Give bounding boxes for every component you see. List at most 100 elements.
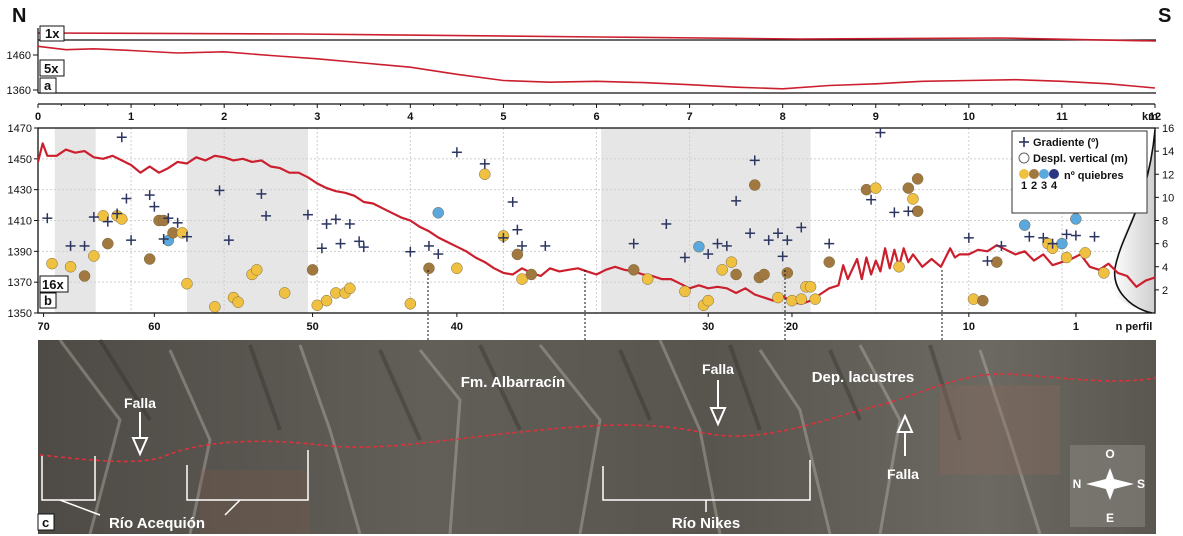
displacement-circle xyxy=(907,193,919,205)
legend-gradient-label: Gradiente (º) xyxy=(1033,137,1099,149)
displacement-circle xyxy=(1060,251,1073,264)
top-axis-label: 5 xyxy=(500,111,506,123)
south-label: S xyxy=(1158,5,1171,27)
gradient-marker xyxy=(256,188,267,199)
gradient-marker xyxy=(344,218,355,229)
gradient-marker xyxy=(172,217,183,228)
gradient-marker xyxy=(358,242,369,253)
exag-5x-label: 5x xyxy=(44,61,59,76)
top-axis-label: 10 xyxy=(963,111,975,123)
displacement-circle xyxy=(991,256,1003,268)
displacement-circle xyxy=(758,268,770,281)
gradient-marker xyxy=(1024,231,1035,242)
gradient-marker xyxy=(88,212,99,223)
displacement-circle xyxy=(911,205,924,217)
exag-16x-label: 16x xyxy=(42,277,64,292)
displacement-circle xyxy=(525,268,538,281)
displacement-circle xyxy=(102,237,114,250)
legend: Gradiente (º) Despl. vertical (m) nº qui… xyxy=(1011,130,1148,214)
gradient-marker xyxy=(889,207,900,218)
displacement-circle xyxy=(46,257,58,270)
gradient-marker xyxy=(1038,232,1049,243)
gradient-marker xyxy=(712,238,723,249)
gradient-marker xyxy=(181,231,192,242)
gradient-marker xyxy=(116,132,127,143)
profile-axis-label: 1 xyxy=(1073,321,1079,333)
gradient-marker xyxy=(316,243,327,254)
profile-trace-line xyxy=(39,373,1157,463)
y-right-tick-label: 8 xyxy=(1162,216,1168,228)
gradient-marker xyxy=(982,255,993,266)
profile-axis-label: 20 xyxy=(786,321,798,333)
gradient-marker xyxy=(796,222,807,233)
displacement-circle xyxy=(311,299,323,312)
gradient-marker xyxy=(628,238,639,249)
gradient-marker xyxy=(423,240,434,251)
field-patch-2 xyxy=(200,470,310,534)
gradient-marker xyxy=(1047,238,1058,249)
compass-top-label: O xyxy=(1105,447,1114,461)
legend-break-3-num: 3 xyxy=(1041,180,1047,192)
y-left-tick-label: 1430 xyxy=(8,185,32,197)
legend-break-3-dot xyxy=(1039,169,1049,179)
gradient-marker xyxy=(773,228,784,239)
profile-axis-label: 10 xyxy=(963,321,975,333)
gradient-marker xyxy=(65,240,76,251)
gradient-marker xyxy=(777,251,788,262)
gradient-marker xyxy=(782,235,793,246)
top-axis-label: 3 xyxy=(314,111,320,123)
exag-1x-label: 1x xyxy=(45,26,60,41)
displacement-circle xyxy=(511,248,524,261)
distribution-curve-fill xyxy=(1111,128,1155,313)
panel-b-letter-box xyxy=(39,292,57,309)
gradient-marker xyxy=(302,209,313,220)
y-axis-right: 2 4 6 8 10 12 14 16 xyxy=(1155,123,1174,297)
displacement-circle xyxy=(1098,267,1110,279)
top-axis-label: 7 xyxy=(687,111,693,123)
y-axis-left: 1350 1370 1390 1410 1430 1450 1470 xyxy=(8,123,38,320)
displacement-circle xyxy=(627,264,640,276)
top-axis-label: 8 xyxy=(780,111,786,123)
displacement-circle xyxy=(404,298,417,310)
top-axis-label: 1 xyxy=(128,111,134,123)
displacement-circle xyxy=(306,264,319,276)
gradient-marker xyxy=(963,232,974,243)
gradient-marker xyxy=(321,218,332,229)
y-right-tick-label: 12 xyxy=(1162,169,1174,181)
legend-break-4-dot xyxy=(1049,169,1059,179)
profile-axis-label: 40 xyxy=(451,321,463,333)
km-unit-label: km xyxy=(1142,111,1158,123)
displacement-circle xyxy=(804,281,817,293)
displacement-circle xyxy=(893,261,905,273)
gradient-marker xyxy=(354,236,365,247)
displacement-circle xyxy=(432,207,445,219)
fault-arrow-2 xyxy=(709,380,727,427)
gradient-marker xyxy=(703,249,714,260)
top-axis-label: 0 xyxy=(35,111,41,123)
field-patch xyxy=(940,385,1060,475)
gradient-marker xyxy=(42,213,53,224)
displacement-circle xyxy=(730,268,742,281)
legend-circle-icon xyxy=(1018,152,1030,164)
fault-label-3: Falla xyxy=(887,466,919,482)
displacement-circle xyxy=(278,287,291,299)
gradient-marker xyxy=(679,252,690,263)
displacement-circle xyxy=(1079,247,1091,259)
compass-rose xyxy=(1070,445,1145,527)
profile-axis-label: 30 xyxy=(702,321,714,333)
lacustrine-label: Dep. lacustres xyxy=(812,369,915,386)
gradient-marker xyxy=(149,201,160,212)
legend-break-1-dot xyxy=(1019,169,1029,179)
gradient-marker xyxy=(126,235,137,246)
displacement-circle xyxy=(911,173,924,185)
gradient-marker xyxy=(163,213,174,224)
top-axis-label: 2 xyxy=(221,111,227,123)
panel-a-letter-box xyxy=(39,77,57,94)
gradient-marker xyxy=(512,224,523,235)
legend-break-1-num: 1 xyxy=(1021,180,1027,192)
y-left-tick-label: 1370 xyxy=(8,277,32,289)
gradient-marker xyxy=(330,214,341,225)
displacement-circle xyxy=(702,294,714,307)
gradient-marker xyxy=(996,240,1007,251)
